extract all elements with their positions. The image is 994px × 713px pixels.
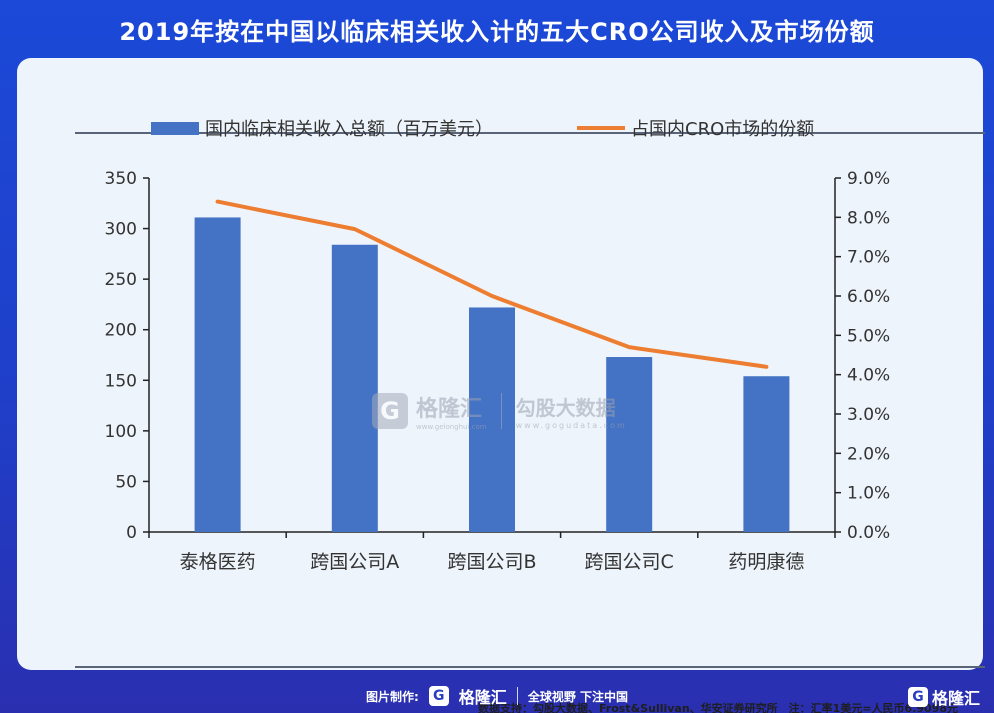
corner-logo-icon: G bbox=[907, 687, 928, 707]
legend-bar-swatch bbox=[151, 122, 199, 135]
footer-made-by: 图片制作: bbox=[365, 689, 419, 704]
y-tick-label-right: 5.0% bbox=[847, 326, 890, 346]
watermark-url: www.gelonghui.com bbox=[416, 423, 487, 431]
y-tick-label-right: 1.0% bbox=[847, 484, 890, 504]
y-tick-label-left: 300 bbox=[105, 220, 137, 240]
bar bbox=[469, 307, 515, 532]
watermark-brand: 格隆汇 bbox=[416, 397, 483, 422]
y-tick-label-left: 150 bbox=[105, 371, 137, 391]
axes: 0 50 100 150 200 250 300 350 0.0% 1.0% 2.0% 3.0% 4.0… bbox=[105, 169, 891, 573]
bar-series bbox=[194, 217, 790, 533]
corner-logo: G 格隆汇 bbox=[907, 685, 980, 709]
y-tick-label-left: 250 bbox=[105, 270, 137, 290]
footer-slogan: 全球视野 下注中国 bbox=[527, 689, 628, 704]
x-tick-label: 跨国公司B bbox=[447, 551, 536, 573]
y-tick-label-left: 200 bbox=[105, 321, 137, 341]
watermark-separator bbox=[500, 393, 502, 429]
y-tick-label-right: 6.0% bbox=[847, 287, 890, 307]
y-tick-label-right: 7.0% bbox=[847, 248, 890, 268]
source-note: 数据支持：勾股大数据、Frost&Sullivan、华安证券研究所 注：汇率1美… bbox=[478, 702, 958, 713]
y-tick-label-right: 0.0% bbox=[847, 523, 890, 543]
combo-chart: 国内临床相关收入总额（百万美元） 占国内CRO市场的份额 0 50 100 150 200… bbox=[105, 119, 891, 573]
watermark-logo-icon: G bbox=[372, 393, 408, 429]
watermark-brand2: 勾股大数据 bbox=[515, 396, 616, 420]
corner-brand: 格隆汇 bbox=[931, 689, 980, 708]
y-tick-label-right: 3.0% bbox=[847, 405, 890, 425]
top-divider bbox=[75, 132, 985, 134]
legend-line-label: 占国内CRO市场的份额 bbox=[631, 119, 814, 140]
x-tick-label: 跨国公司A bbox=[310, 551, 399, 573]
x-tick-label: 跨国公司C bbox=[585, 551, 674, 573]
x-tick-label: 药明康德 bbox=[728, 551, 804, 573]
y-tick-label-left: 350 bbox=[105, 169, 137, 189]
y-tick-label-left: 100 bbox=[105, 422, 137, 442]
bar bbox=[606, 357, 653, 532]
watermark: G 格隆汇 www.gelonghui.com 勾股大数据 www.goguda… bbox=[372, 388, 672, 434]
footer: 图片制作: G 格隆汇 全球视野 下注中国 bbox=[0, 679, 994, 713]
legend: 国内临床相关收入总额（百万美元） 占国内CRO市场的份额 bbox=[151, 119, 814, 140]
footer-logo-icon: G bbox=[428, 686, 449, 706]
bottom-divider bbox=[75, 666, 985, 668]
x-tick-label: 泰格医药 bbox=[180, 551, 256, 573]
y-tick-label-right: 2.0% bbox=[847, 444, 890, 464]
y-tick-label-left: 0 bbox=[126, 523, 137, 543]
footer-divider bbox=[516, 687, 518, 705]
y-tick-label-right: 8.0% bbox=[847, 208, 890, 228]
bar bbox=[331, 244, 378, 533]
page-title: 2019年按在中国以临床相关收入计的五大CRO公司收入及市场份额 bbox=[119, 17, 875, 46]
bar bbox=[743, 376, 790, 532]
footer-brand: 格隆汇 bbox=[458, 688, 507, 707]
watermark-url2: www.gogudata.com bbox=[515, 421, 627, 430]
bar bbox=[194, 217, 241, 532]
y-tick-label-left: 50 bbox=[115, 472, 137, 492]
chart-card: 国内临床相关收入总额（百万美元） 占国内CRO市场的份额 0 50 100 150 200… bbox=[17, 58, 985, 713]
y-tick-label-right: 4.0% bbox=[847, 366, 890, 386]
line-series bbox=[215, 199, 769, 369]
legend-bar-label: 国内临床相关收入总额（百万美元） bbox=[205, 119, 493, 140]
y-tick-label-right: 9.0% bbox=[847, 169, 890, 189]
